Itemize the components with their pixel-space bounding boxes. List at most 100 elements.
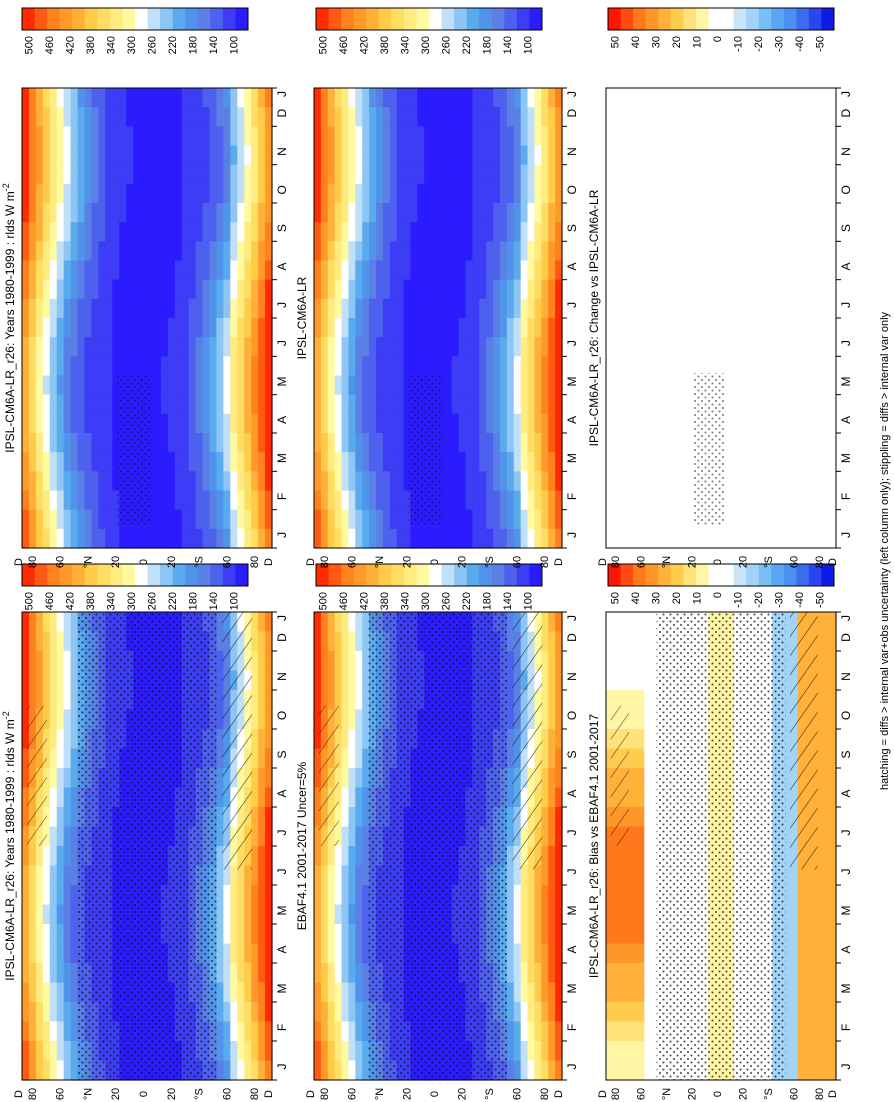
latitude-tick-label: °N bbox=[82, 1088, 94, 1100]
heatmap-cell bbox=[389, 260, 398, 281]
heatmap-cell bbox=[644, 490, 652, 511]
heatmap-cell bbox=[606, 337, 613, 357]
heatmap-cell bbox=[382, 298, 391, 319]
heatmap-cell bbox=[348, 748, 356, 769]
heatmap-cell bbox=[348, 509, 356, 530]
heatmap-cell bbox=[35, 885, 44, 906]
heatmap-cell bbox=[657, 298, 665, 319]
heatmap-cell bbox=[355, 865, 363, 886]
heatmap-cell bbox=[42, 885, 51, 906]
month-tick-label: S bbox=[565, 750, 579, 758]
heatmap-cell bbox=[251, 1041, 259, 1062]
heatmap-cell bbox=[541, 709, 549, 730]
heatmap-cell bbox=[606, 885, 613, 906]
heatmap-cell bbox=[258, 107, 266, 127]
heatmap-cell bbox=[98, 298, 106, 319]
heatmap-cell bbox=[56, 982, 65, 1003]
heatmap-cell bbox=[657, 260, 665, 281]
heatmap-cell bbox=[362, 826, 370, 847]
heatmap-cell bbox=[341, 963, 350, 984]
heatmap-cell bbox=[804, 885, 812, 906]
heatmap-cell bbox=[486, 528, 494, 549]
heatmap-cell bbox=[650, 612, 658, 633]
heatmap-cell bbox=[126, 298, 134, 319]
heatmap-cell bbox=[22, 88, 30, 108]
heatmap-cell bbox=[320, 924, 329, 945]
heatmap-cell bbox=[42, 509, 51, 530]
month-tick-label: A bbox=[839, 789, 853, 797]
heatmap-cell bbox=[637, 433, 645, 453]
heatmap-cell bbox=[251, 963, 259, 984]
heatmap-cell bbox=[625, 433, 633, 453]
heatmap-cell bbox=[84, 203, 93, 223]
heatmap-cell bbox=[816, 709, 824, 730]
heatmap-cell bbox=[631, 394, 639, 415]
heatmap-cell bbox=[458, 452, 467, 472]
colorbar-tick-label: 220 bbox=[167, 36, 179, 54]
heatmap-cell bbox=[816, 1021, 824, 1042]
heatmap-cell bbox=[70, 846, 79, 867]
heatmap-cell bbox=[410, 145, 418, 166]
heatmap-cell bbox=[534, 356, 542, 377]
heatmap-cell bbox=[541, 164, 549, 185]
heatmap-cell bbox=[438, 279, 446, 300]
heatmap-cell bbox=[348, 807, 356, 828]
heatmap-cell bbox=[174, 528, 183, 549]
heatmap-cell bbox=[650, 413, 658, 434]
heatmap-cell bbox=[797, 924, 805, 945]
colorbar-tick-label: 420 bbox=[64, 592, 76, 610]
heatmap-cell bbox=[91, 126, 99, 147]
heatmap-cell bbox=[56, 1021, 65, 1042]
colorbar-tick-label: 380 bbox=[379, 36, 391, 54]
heatmap-cell bbox=[209, 164, 218, 185]
heatmap-cell bbox=[216, 394, 224, 415]
heatmap-cell bbox=[174, 433, 183, 453]
heatmap-cell bbox=[369, 183, 377, 204]
heatmap-cell bbox=[258, 183, 266, 204]
heatmap-cell bbox=[534, 509, 542, 530]
heatmap-cell bbox=[314, 768, 322, 789]
heatmap-cell bbox=[527, 298, 536, 319]
colorbar-swatch bbox=[328, 8, 342, 30]
heatmap-cell bbox=[49, 748, 58, 769]
heatmap-cell bbox=[637, 356, 645, 377]
heatmap-cell bbox=[251, 260, 259, 281]
heatmap-cell bbox=[230, 865, 238, 886]
latitude-edge-label: D bbox=[13, 558, 25, 566]
heatmap-cell bbox=[314, 748, 322, 769]
heatmap-cell bbox=[555, 943, 563, 964]
heatmap-cell bbox=[458, 145, 467, 166]
heatmap-cell bbox=[555, 826, 563, 847]
heatmap-cell bbox=[237, 471, 245, 492]
heatmap-cell bbox=[35, 222, 44, 242]
heatmap-cell bbox=[56, 709, 65, 730]
heatmap-cell bbox=[230, 318, 238, 338]
heatmap-cell bbox=[126, 528, 134, 549]
heatmap-cell bbox=[314, 88, 322, 108]
heatmap-cell bbox=[216, 126, 224, 147]
heatmap-cell bbox=[424, 222, 432, 242]
heatmap-cell bbox=[265, 943, 273, 964]
heatmap-cell bbox=[829, 846, 837, 867]
heatmap-cell bbox=[472, 279, 480, 300]
heatmap-cell bbox=[424, 203, 432, 223]
heatmap-cell bbox=[56, 963, 65, 984]
heatmap-cell bbox=[612, 982, 620, 1003]
stippling-overlay bbox=[368, 612, 508, 1080]
heatmap-cell bbox=[355, 490, 363, 511]
heatmap-cell bbox=[244, 865, 252, 886]
heatmap-cell bbox=[797, 963, 805, 984]
heatmap-cell bbox=[63, 729, 72, 750]
heatmap-cell bbox=[63, 509, 72, 530]
colorbar-tick-label: 340 bbox=[399, 36, 411, 54]
heatmap-cell bbox=[320, 690, 329, 711]
heatmap-cell bbox=[784, 943, 792, 964]
heatmap-cell bbox=[631, 318, 639, 338]
heatmap-cell bbox=[320, 528, 329, 549]
heatmap-cell bbox=[327, 164, 336, 185]
heatmap-cell bbox=[625, 846, 633, 867]
heatmap-cell bbox=[506, 846, 515, 867]
heatmap-cell bbox=[188, 452, 197, 472]
heatmap-cell bbox=[265, 787, 273, 808]
heatmap-cell bbox=[355, 509, 363, 530]
